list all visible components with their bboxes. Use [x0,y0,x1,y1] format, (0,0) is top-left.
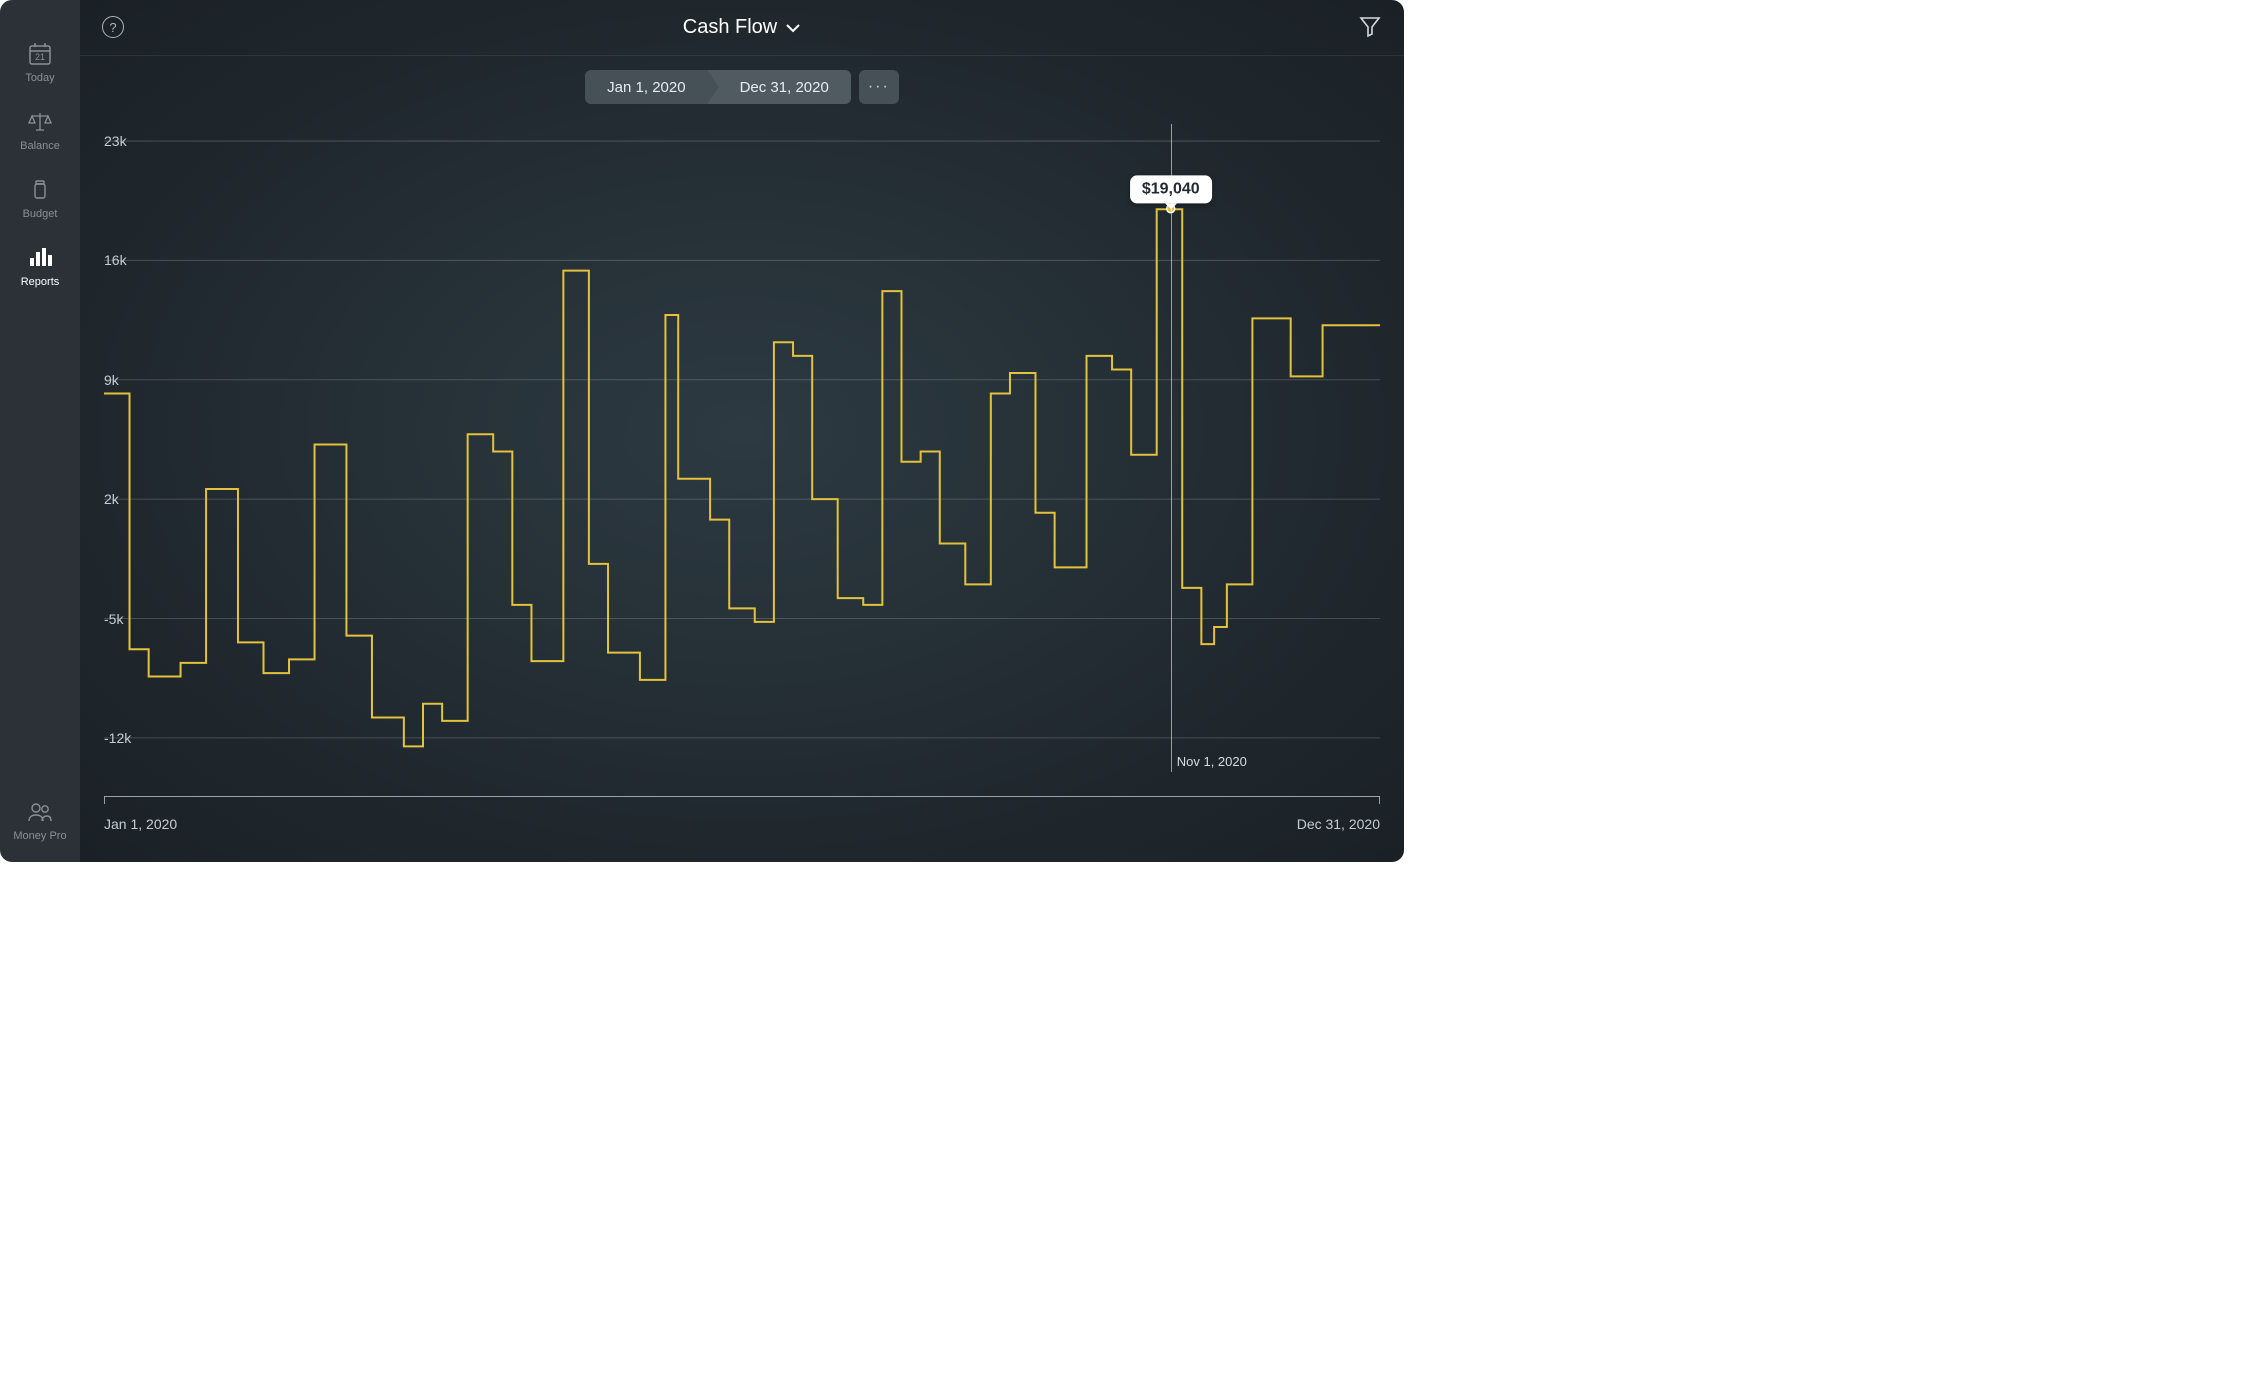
people-icon [26,798,54,826]
y-axis-label: 9k [104,372,119,388]
sidebar-label: Balance [20,140,60,152]
y-axis-label: 23k [104,133,127,149]
sidebar-item-moneypro[interactable]: Money Pro [13,798,66,842]
page-title: Cash Flow [683,16,777,39]
sidebar-label: Budget [23,208,58,220]
bars-icon [26,244,54,272]
y-axis-label: -12k [104,730,131,746]
sidebar: 21 Today Balance [0,0,80,862]
sidebar-label: Reports [21,276,60,288]
x-axis [104,796,1380,804]
date-range-start[interactable]: Jan 1, 2020 [585,70,707,104]
funnel-icon [1358,14,1382,38]
date-range-more[interactable]: ··· [859,70,899,104]
report-type-selector[interactable]: Cash Flow [683,16,801,39]
date-range-bar: Jan 1, 2020 Dec 31, 2020 ··· [80,56,1404,124]
header: ? Cash Flow [80,0,1404,56]
scales-icon [26,108,54,136]
app-window: 21 Today Balance [0,0,1404,862]
y-axis-label: -5k [104,611,123,627]
chevron-down-icon [785,23,801,33]
help-icon: ? [102,16,124,38]
y-axis-label: 2k [104,491,119,507]
chart-cursor [1171,124,1172,772]
sidebar-item-balance[interactable]: Balance [20,108,60,152]
cursor-date-label: Nov 1, 2020 [1177,754,1247,769]
x-axis-end-label: Dec 31, 2020 [1297,816,1380,832]
sidebar-label: Money Pro [13,830,66,842]
help-button[interactable]: ? [102,16,124,38]
sidebar-label: Today [25,72,54,84]
main-panel: ? Cash Flow Jan 1, 2020 Dec 31, 2020 ··· [80,0,1404,862]
date-range-end[interactable]: Dec 31, 2020 [708,70,851,104]
date-range-pill: Jan 1, 2020 Dec 31, 2020 [585,70,851,104]
calendar-icon: 21 [26,40,54,68]
sidebar-item-budget[interactable]: Budget [23,176,58,220]
svg-text:21: 21 [35,52,45,62]
y-axis-label: 16k [104,252,127,268]
value-tooltip: $19,040 [1130,175,1212,203]
sidebar-item-reports[interactable]: Reports [21,244,60,288]
filter-button[interactable] [1358,14,1382,43]
sidebar-item-today[interactable]: 21 Today [25,40,54,84]
chart[interactable]: -12k -5k 2k 9k 16k 23k Nov 1, 2020 $19,040 Ja… [104,124,1380,832]
jar-icon [26,176,54,204]
x-axis-start-label: Jan 1, 2020 [104,816,177,832]
